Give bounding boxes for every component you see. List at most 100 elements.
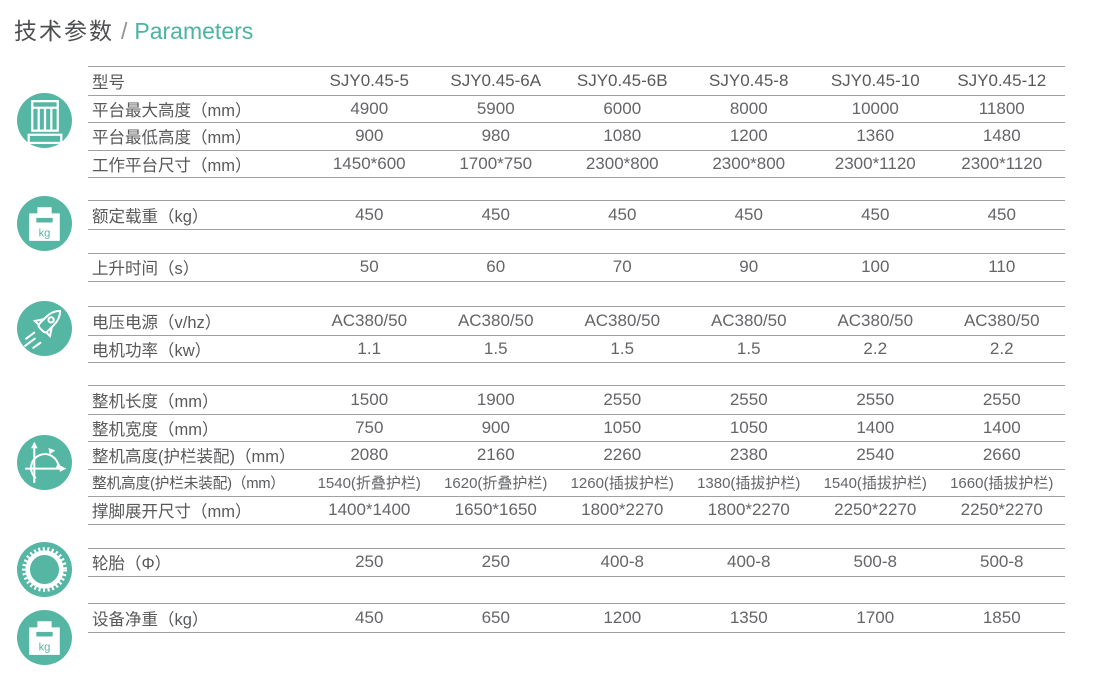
cell-value: AC380/50: [710, 310, 787, 330]
cell-value: 2250*2270: [834, 500, 917, 520]
row-label: 电机功率（kw）: [92, 341, 212, 360]
cell-value: 1050: [603, 417, 642, 437]
table-row: 整机宽度（mm） 750 900 1050 1050 1400 1400: [88, 413, 1065, 442]
cell-value: 650: [481, 607, 510, 627]
cell-value: 2550: [603, 389, 642, 409]
cell-value: 1.1: [357, 338, 382, 358]
table-row: 整机高度(护栏装配)（mm） 2080 2160 2260 2380 2540 2660: [88, 441, 1065, 469]
table-row: 工作平台尺寸（mm） 1450*600 1700*750 2300*800 2300*8…: [88, 149, 1065, 178]
cell-value: 2300*1120: [834, 153, 916, 173]
cell-value: 1660(插拔护栏): [950, 475, 1054, 493]
cell-value: 1050: [729, 417, 768, 437]
row-label: 整机高度(护栏装配)（mm）: [92, 448, 296, 467]
wheel-gear-icon: [17, 542, 72, 597]
model-name: SJY0.45-6B: [576, 70, 668, 90]
cell-value: 400-8: [727, 552, 771, 572]
row-label: 整机高度(护栏未装配)（mm）: [92, 476, 285, 493]
row-label: 整机宽度（mm）: [92, 420, 219, 439]
cell-value: 70: [612, 257, 632, 277]
cell-value: 450: [608, 204, 637, 224]
table-row: 平台最低高度（mm） 900 980 1080 1200 1360 1480: [88, 122, 1065, 150]
cell-value: 1260(插拔护栏): [570, 475, 674, 493]
page-title-separator: /: [121, 18, 128, 44]
cell-value: 2550: [729, 389, 768, 409]
cell-value: 1700: [856, 607, 895, 627]
cell-value: 5900: [476, 98, 515, 118]
cell-value: 1400: [856, 417, 895, 437]
cell-value: 4900: [350, 98, 389, 118]
cell-value: 110: [988, 257, 1016, 277]
cell-value: AC380/50: [457, 310, 534, 330]
cell-value: 1540(插拔护栏): [823, 475, 927, 493]
cell-value: AC380/50: [331, 310, 408, 330]
cell-value: AC380/50: [963, 310, 1040, 330]
cell-value: 2160: [476, 445, 515, 465]
cell-value: 90: [739, 257, 759, 277]
cell-value: 2660: [982, 445, 1021, 465]
cell-value: 1540(折叠护栏): [317, 475, 421, 493]
table-group: 整机长度（mm） 1500 1900 2550 2550 2550 2550 整机宽度（mm）…: [88, 385, 1065, 525]
cell-value: 1380(插拔护栏): [697, 475, 801, 493]
cell-value: 1200: [729, 126, 768, 146]
model-name: SJY0.45-5: [329, 70, 409, 90]
table-group: 额定载重（kg） 450 450 450 450 450 450: [88, 200, 1065, 230]
cell-value: 2380: [729, 445, 768, 465]
table-row: 电机功率（kw） 1.1 1.5 1.5 1.5 2.2 2.2: [88, 334, 1065, 363]
cell-value: 2540: [856, 445, 895, 465]
cell-value: 1.5: [736, 338, 761, 358]
model-name: SJY0.45-8: [709, 70, 789, 90]
cell-value: 1400*1400: [328, 500, 411, 520]
cell-value: 1900: [476, 389, 515, 409]
cell-value: 450: [481, 204, 510, 224]
cell-value: 250: [355, 552, 384, 572]
row-label: 额定载重（kg）: [92, 207, 209, 226]
table-row: 轮胎（Φ） 250 250 400-8 400-8 500-8 500-8: [88, 549, 1065, 577]
cell-value: 2250*2270: [960, 500, 1043, 520]
cell-value: 2300*1120: [961, 153, 1043, 173]
row-label: 电压电源（v/hz）: [92, 313, 222, 332]
table-row: 整机高度(护栏未装配)（mm） 1540(折叠护栏) 1620(折叠护栏) 1260(…: [88, 468, 1065, 497]
model-name: SJY0.45-12: [957, 70, 1047, 90]
cell-value: 8000: [729, 98, 768, 118]
table-row: 电压电源（v/hz） AC380/50 AC380/50 AC380/50 AC380/…: [88, 307, 1065, 335]
cell-value: 2.2: [863, 338, 888, 358]
page-title-english: Parameters: [134, 18, 254, 44]
cell-value: 900: [481, 417, 510, 437]
cell-value: 450: [355, 607, 384, 627]
cell-value: 1480: [982, 126, 1021, 146]
cell-value: 1850: [982, 607, 1021, 627]
table-group: 设备净重（kg） 450 650 1200 1350 1700 1850: [88, 603, 1065, 633]
cell-value: 1360: [856, 126, 895, 146]
cell-value: 450: [861, 204, 890, 224]
cell-value: 900: [355, 126, 384, 146]
cell-value: 2260: [603, 445, 642, 465]
cell-value: 500-8: [980, 552, 1024, 572]
rocket-speed-icon: [17, 301, 72, 356]
cell-value: 1800*2270: [707, 500, 790, 520]
table-row: 额定载重（kg） 450 450 450 450 450 450: [88, 201, 1065, 229]
row-label: 设备净重（kg）: [92, 610, 209, 629]
cell-value: 450: [987, 204, 1016, 224]
cell-value: 60: [486, 257, 506, 277]
cell-value: 1350: [729, 607, 768, 627]
page-title: 技术参数 / Parameters: [14, 12, 253, 46]
cell-value: AC380/50: [837, 310, 914, 330]
cell-value: 2300*800: [712, 153, 786, 173]
cell-value: 750: [355, 417, 384, 437]
cell-value: 2300*800: [585, 153, 659, 173]
row-label: 工作平台尺寸（mm）: [92, 156, 252, 175]
load-weight-kg-icon: kg: [17, 196, 72, 251]
table-group: 型号 SJY0.45-5 SJY0.45-6A SJY0.45-6B SJY0.45-8…: [88, 66, 1065, 178]
net-weight-kg-icon: kg: [17, 610, 72, 665]
cell-value: AC380/50: [584, 310, 661, 330]
cell-value: 500-8: [853, 552, 897, 572]
cell-value: 1650*1650: [454, 500, 537, 520]
cell-value: 2.2: [989, 338, 1014, 358]
cell-value: 1.5: [610, 338, 635, 358]
cell-value: 1500: [350, 389, 389, 409]
cell-value: 1200: [603, 607, 642, 627]
cell-value: 1700*750: [459, 153, 533, 173]
parameters-table: 型号 SJY0.45-5 SJY0.45-6A SJY0.45-6B SJY0.45-8…: [88, 66, 1065, 633]
cell-value: 2550: [982, 389, 1021, 409]
row-label: 上升时间（s）: [92, 260, 200, 279]
